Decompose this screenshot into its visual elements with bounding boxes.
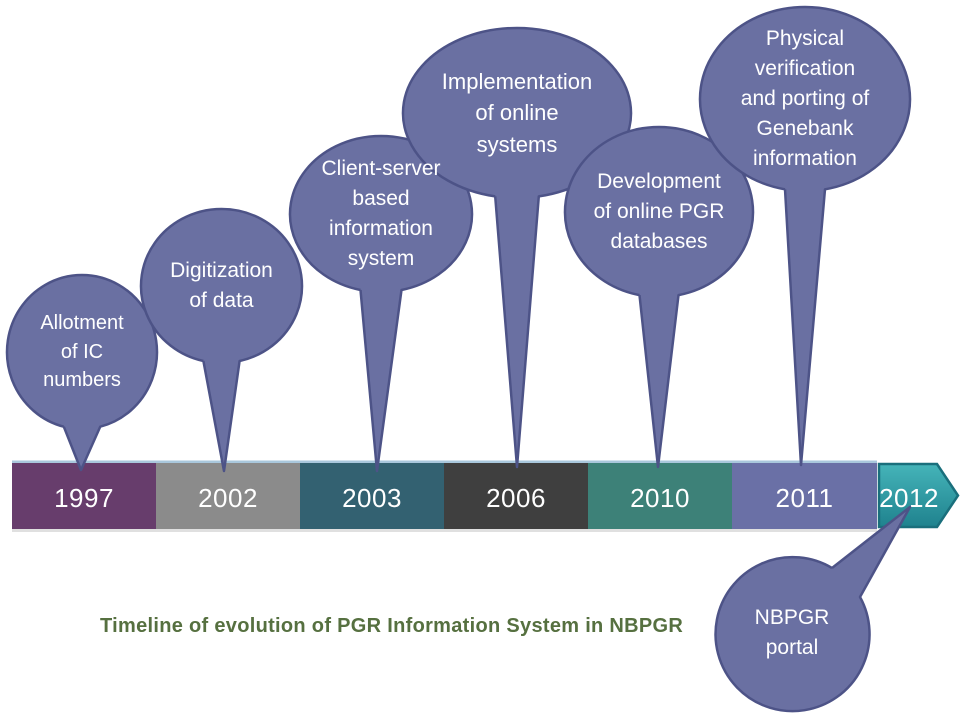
timeline-segment-2010 <box>588 463 732 529</box>
callout-label-client-server: Client-server based information system <box>321 157 441 270</box>
timeline-segment-2006 <box>444 463 588 529</box>
caption-title: Timeline of evolution of PGR Information… <box>100 615 684 637</box>
timeline-segment-2011 <box>732 463 877 529</box>
year-label-2011: 2011 <box>775 482 834 513</box>
timeline-segment-1997 <box>12 463 156 529</box>
year-label-2006: 2006 <box>486 482 546 513</box>
year-label-1997: 1997 <box>54 482 114 513</box>
callout-label-genebank: Physical verification and porting of Gen… <box>740 27 870 170</box>
year-label-2002: 2002 <box>198 482 258 513</box>
callout-label-online-systems: Implementation of online systems <box>441 69 593 157</box>
timeline-bar-highlight <box>12 460 877 464</box>
timeline-segment-2003 <box>300 463 444 529</box>
timeline-bar-shadow <box>12 529 877 532</box>
callout-shape-client-server <box>288 134 474 473</box>
callout-label-ic-numbers: Allotment of IC numbers <box>40 312 124 392</box>
callout-label-digitization: Digitization of data <box>170 259 273 312</box>
callout-shape-genebank <box>698 5 912 467</box>
year-label-2010: 2010 <box>630 482 690 513</box>
callout-shape-pgr-databases <box>563 125 755 469</box>
callout-label-nbpgr-portal: NBPGR portal <box>754 606 830 659</box>
callout-shape-ic-numbers <box>5 273 159 472</box>
year-label-2003: 2003 <box>342 482 402 513</box>
timeline-arrow-2012 <box>877 462 960 529</box>
callout-shape-nbpgr-portal <box>714 505 912 713</box>
timeline-segment-2002 <box>156 463 300 529</box>
callout-shape-digitization <box>139 207 304 473</box>
callout-label-pgr-databases: Development of online PGR databases <box>593 170 725 253</box>
